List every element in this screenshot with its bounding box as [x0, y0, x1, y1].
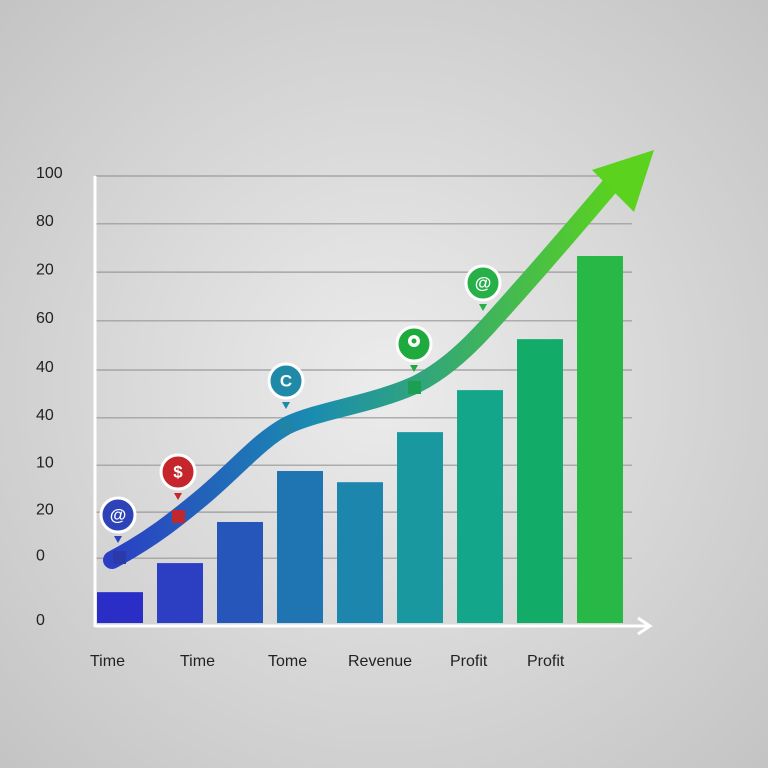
- x-tick-label: Time: [90, 653, 125, 670]
- trend-point: [172, 510, 185, 523]
- y-tick-label: 0: [36, 612, 45, 629]
- y-tick-label: 40: [36, 359, 54, 376]
- x-tick-label: Tome: [268, 653, 307, 670]
- x-axis-arrow: [637, 616, 653, 636]
- y-tick-label: 20: [36, 261, 54, 278]
- y-tick-label: 10: [36, 454, 54, 471]
- icon: C: [267, 362, 305, 409]
- x-tick-label: Revenue: [348, 653, 412, 670]
- icon: @: [99, 496, 137, 543]
- labels: 100 80 20 60 40 40 10 20 0 0 Time Time Tome Revenue Pr…: [36, 165, 565, 670]
- y-tick-label: 40: [36, 407, 54, 424]
- y-tick-label: 80: [36, 213, 54, 230]
- bar: [157, 563, 203, 623]
- icon: $: [159, 453, 197, 500]
- y-tick-label: 60: [36, 310, 54, 327]
- trend-point: [408, 381, 421, 394]
- icon: [395, 325, 433, 372]
- bars: [97, 256, 623, 623]
- bar: [457, 390, 503, 623]
- trend-point: [113, 551, 126, 564]
- y-tick-label: 20: [36, 501, 54, 518]
- bar: [397, 432, 443, 623]
- bar: [97, 592, 143, 623]
- bar: [517, 339, 563, 623]
- x-tick-label: Profit: [527, 653, 565, 670]
- trend-point: [280, 420, 293, 433]
- icon-label: @: [475, 273, 492, 292]
- y-tick-label: 0: [36, 547, 45, 564]
- icon-label: @: [110, 505, 127, 524]
- icon-label: $: [173, 462, 183, 481]
- trend-arrowhead: [592, 150, 654, 212]
- icon: @: [464, 264, 502, 311]
- bar: [217, 521, 263, 623]
- bar: [337, 482, 383, 623]
- y-tick-label: 100: [36, 165, 63, 182]
- x-tick-label: Time: [180, 653, 215, 670]
- trend-line: [103, 171, 624, 569]
- bar: [277, 471, 323, 623]
- bar: [577, 256, 623, 623]
- icon-label: C: [280, 371, 292, 390]
- x-tick-label: Profit: [450, 653, 488, 670]
